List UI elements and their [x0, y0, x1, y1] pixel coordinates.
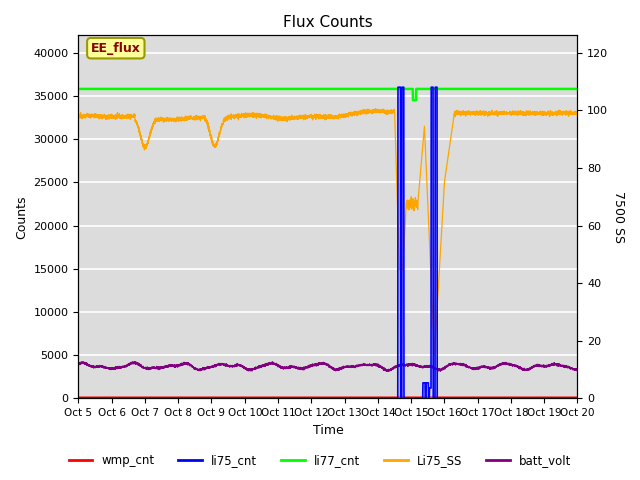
Y-axis label: Counts: Counts	[15, 195, 28, 239]
Title: Flux Counts: Flux Counts	[283, 15, 373, 30]
X-axis label: Time: Time	[312, 424, 343, 437]
Y-axis label: 7500 SS: 7500 SS	[612, 191, 625, 243]
Legend: wmp_cnt, li75_cnt, li77_cnt, Li75_SS, batt_volt: wmp_cnt, li75_cnt, li77_cnt, Li75_SS, ba…	[64, 449, 576, 472]
Text: EE_flux: EE_flux	[91, 42, 141, 55]
